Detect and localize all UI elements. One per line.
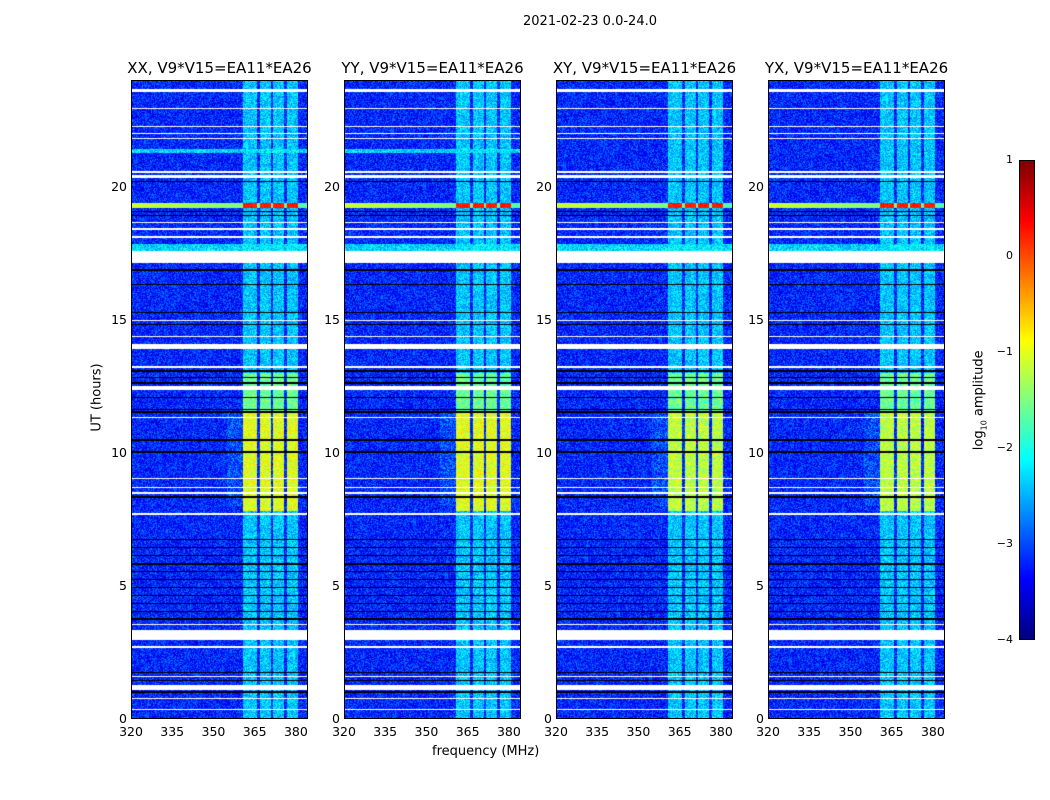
y-tick-label: 0: [544, 711, 552, 726]
y-tick-label: 20: [748, 178, 764, 194]
x-tick-label: 335: [585, 724, 610, 739]
x-tick-label: 350: [626, 724, 651, 739]
x-tick-label: 320: [119, 724, 143, 739]
spectrogram-image: [345, 81, 520, 718]
x-axis-label: frequency (MHz): [432, 744, 540, 759]
panel-title: YY, V9*V15=EA11*EA26: [341, 59, 524, 77]
y-tick-label: 15: [324, 311, 340, 327]
y-tick-label: 20: [111, 178, 127, 194]
y-tick-label: 0: [119, 711, 127, 726]
y-tick-label: 5: [119, 577, 127, 593]
colorbar-tick-label: −3: [996, 537, 1013, 550]
x-tick-label: 365: [242, 724, 267, 739]
y-tick-label: 10: [748, 444, 764, 460]
colorbar-tick-label: −4: [996, 633, 1013, 646]
x-tick-label: 380: [708, 724, 733, 739]
y-tick-label: 10: [324, 444, 340, 460]
spectrogram-image: [132, 81, 307, 718]
x-tick-label: 320: [756, 724, 780, 739]
x-tick-label: 365: [455, 724, 480, 739]
spectrogram-panel: [768, 80, 945, 719]
panel-title: YX, V9*V15=EA11*EA26: [764, 59, 949, 77]
colorbar-label-main: log: [971, 430, 987, 451]
y-tick-label: 5: [332, 577, 340, 593]
colorbar-label-rest: amplitude: [971, 350, 987, 421]
x-tick-label: 350: [201, 724, 226, 739]
colorbar-label: log10 amplitude: [972, 345, 989, 455]
colorbar: [1019, 160, 1035, 640]
y-tick-label: 15: [536, 311, 552, 327]
colorbar-tick-label: 1: [1006, 153, 1013, 166]
x-tick-label: 335: [373, 724, 398, 739]
spectrogram-image: [557, 81, 732, 718]
colorbar-gradient: [1020, 161, 1034, 639]
colorbar-tick-label: −1: [996, 345, 1013, 358]
y-tick-label: 5: [544, 577, 552, 593]
spectrogram-panel: [344, 80, 521, 719]
y-tick-label: 5: [756, 577, 764, 593]
y-tick-label: 15: [748, 311, 764, 327]
colorbar-tick-label: 0: [1006, 249, 1013, 262]
spectrogram-panel: [131, 80, 308, 719]
x-tick-label: 350: [414, 724, 439, 739]
y-tick-label: 15: [111, 311, 127, 327]
panel-title: XX, V9*V15=EA11*EA26: [127, 59, 312, 77]
x-tick-label: 380: [920, 724, 945, 739]
x-tick-label: 350: [838, 724, 863, 739]
x-tick-label: 365: [879, 724, 904, 739]
spectrogram-image: [769, 81, 944, 718]
figure-title: 2021-02-23 0.0-24.0: [523, 14, 657, 29]
panel-title: XY, V9*V15=EA11*EA26: [552, 59, 737, 77]
y-tick-label: 10: [536, 444, 552, 460]
y-tick-label: 10: [111, 444, 127, 460]
x-tick-label: 335: [160, 724, 185, 739]
colorbar-tick-label: −2: [996, 441, 1013, 454]
y-tick-label: 20: [324, 178, 340, 194]
y-tick-label: 0: [756, 711, 764, 726]
x-tick-label: 380: [283, 724, 308, 739]
x-tick-label: 380: [496, 724, 521, 739]
spectrogram-panel: [556, 80, 733, 719]
y-tick-label: 0: [332, 711, 340, 726]
x-tick-label: 320: [544, 724, 568, 739]
y-axis-label: UT (hours): [89, 363, 105, 432]
x-tick-label: 365: [667, 724, 692, 739]
x-tick-label: 320: [332, 724, 356, 739]
x-tick-label: 335: [797, 724, 822, 739]
y-tick-label: 20: [536, 178, 552, 194]
colorbar-label-sub: 10: [979, 420, 989, 431]
